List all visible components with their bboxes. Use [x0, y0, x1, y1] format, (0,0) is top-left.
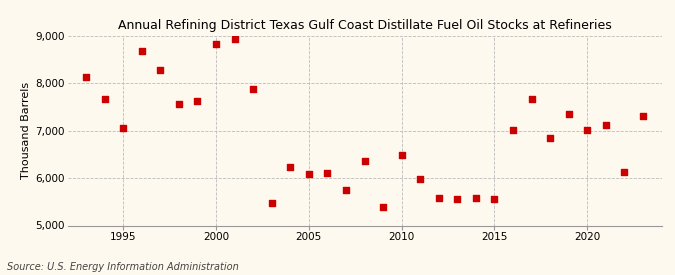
Point	[117, 126, 128, 130]
Point	[266, 201, 277, 205]
Point	[173, 102, 184, 106]
Point	[433, 196, 444, 201]
Point	[229, 37, 240, 41]
Point	[545, 136, 556, 140]
Point	[452, 197, 463, 201]
Point	[192, 98, 202, 103]
Point	[582, 128, 593, 132]
Point	[563, 112, 574, 117]
Title: Annual Refining District Texas Gulf Coast Distillate Fuel Oil Stocks at Refineri: Annual Refining District Texas Gulf Coas…	[117, 19, 612, 32]
Point	[322, 171, 333, 175]
Point	[340, 188, 351, 192]
Point	[396, 153, 407, 157]
Point	[489, 197, 500, 201]
Point	[248, 87, 259, 91]
Point	[359, 159, 370, 163]
Point	[601, 123, 612, 128]
Point	[81, 75, 92, 79]
Point	[155, 68, 166, 72]
Point	[414, 177, 425, 182]
Y-axis label: Thousand Barrels: Thousand Barrels	[21, 82, 31, 179]
Point	[378, 205, 389, 210]
Point	[99, 97, 110, 101]
Point	[619, 170, 630, 175]
Point	[136, 49, 147, 53]
Text: Source: U.S. Energy Information Administration: Source: U.S. Energy Information Administ…	[7, 262, 238, 272]
Point	[211, 42, 221, 46]
Point	[526, 97, 537, 101]
Point	[470, 196, 481, 201]
Point	[637, 114, 648, 119]
Point	[285, 165, 296, 169]
Point	[508, 128, 518, 132]
Point	[303, 172, 314, 176]
